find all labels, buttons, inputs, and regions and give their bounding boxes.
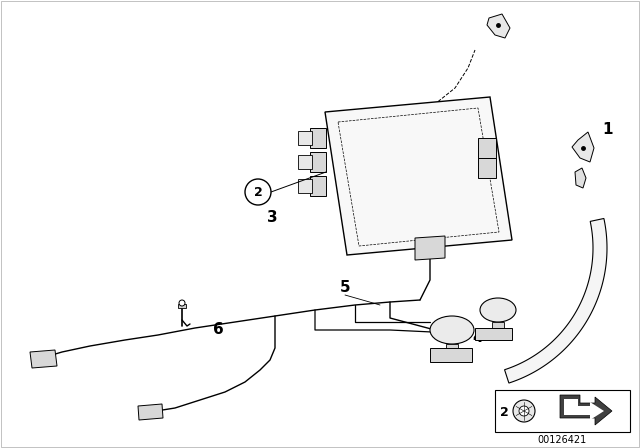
Circle shape <box>245 179 271 205</box>
Polygon shape <box>564 399 604 420</box>
Ellipse shape <box>480 298 516 322</box>
Circle shape <box>513 400 535 422</box>
Polygon shape <box>504 219 607 383</box>
Text: 5: 5 <box>340 280 350 296</box>
Polygon shape <box>475 328 512 340</box>
Polygon shape <box>298 179 312 193</box>
Polygon shape <box>415 236 445 260</box>
Polygon shape <box>30 350 57 368</box>
Text: 6: 6 <box>212 323 223 337</box>
Text: 1: 1 <box>603 122 613 138</box>
Polygon shape <box>572 132 594 162</box>
Circle shape <box>519 406 529 416</box>
Text: 4: 4 <box>473 331 483 345</box>
Circle shape <box>179 300 185 306</box>
Polygon shape <box>560 395 612 425</box>
Polygon shape <box>478 158 496 178</box>
Polygon shape <box>310 152 326 172</box>
Text: 2: 2 <box>500 405 508 418</box>
Ellipse shape <box>430 316 474 344</box>
Polygon shape <box>495 390 630 432</box>
Polygon shape <box>325 97 512 255</box>
Polygon shape <box>178 304 186 308</box>
Polygon shape <box>310 176 326 196</box>
Text: 3: 3 <box>267 211 277 225</box>
Polygon shape <box>492 322 504 334</box>
Polygon shape <box>430 348 472 362</box>
Polygon shape <box>575 168 586 188</box>
Polygon shape <box>446 344 458 356</box>
Text: 00126421: 00126421 <box>538 435 587 445</box>
Polygon shape <box>298 131 312 145</box>
Polygon shape <box>298 155 312 169</box>
Polygon shape <box>487 14 510 38</box>
Polygon shape <box>310 128 326 148</box>
Polygon shape <box>478 138 496 158</box>
Text: 2: 2 <box>253 185 262 198</box>
Polygon shape <box>138 404 163 420</box>
